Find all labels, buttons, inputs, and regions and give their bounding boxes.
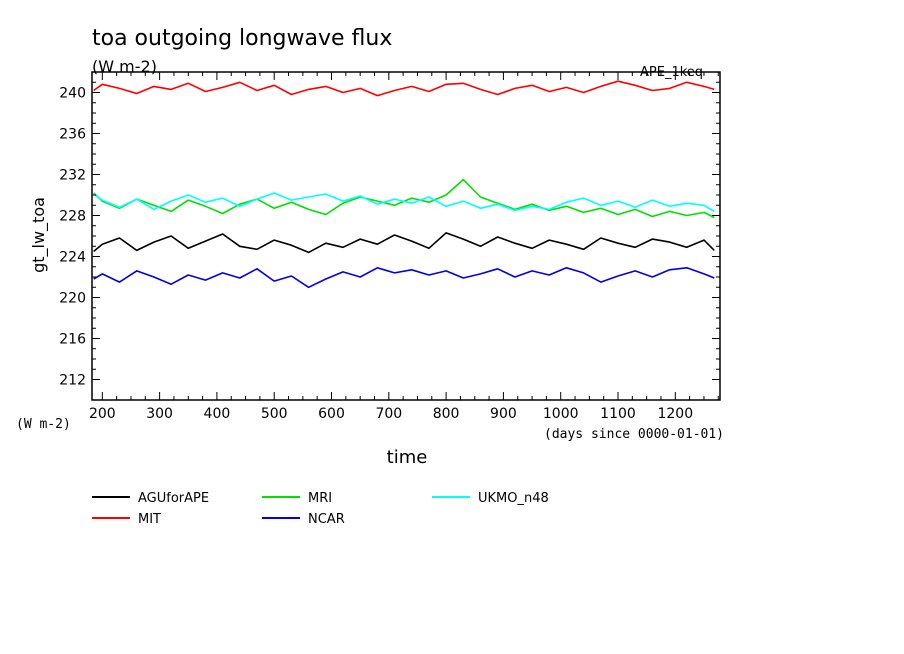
legend-label: MRI [308,491,332,506]
y-tick-label: 232 [59,168,86,184]
annotation-label: APE_1keq [640,65,703,80]
y-tick-label: 212 [59,373,86,389]
series-line-2 [93,178,715,219]
series-line-0 [93,232,715,254]
y-tick-label: 240 [59,86,86,102]
series-line-4 [93,192,715,213]
y-axis-units: (W m-2) [16,417,71,432]
y-tick-label: 216 [59,332,86,348]
legend-label: AGUforAPE [138,491,209,506]
x-tick-label: 800 [433,406,460,422]
x-tick-label: 900 [490,406,517,422]
legend-label: NCAR [308,512,345,527]
y-axis: 212 216 220 224 228 232 236 240 [59,71,720,389]
y-tick-label: 228 [59,209,86,225]
y-tick-label: 220 [59,291,86,307]
legend: AGUforAPE MIT MRI NCAR UKMO_n48 [92,491,549,527]
x-tick-label: 500 [261,406,288,422]
x-tick-label: 1100 [600,406,636,422]
x-tick-label: 300 [146,406,173,422]
y-axis-label: gt_lw_toa [29,197,49,273]
x-tick-label: 400 [204,406,231,422]
x-tick-label: 600 [318,406,345,422]
y-tick-label: 236 [59,127,86,143]
y-tick-label: 224 [59,250,86,266]
chart-subtitle: (W m-2) [92,57,157,76]
x-tick-label: 1000 [543,406,579,422]
series-line-3 [93,267,715,289]
legend-label: UKMO_n48 [478,491,549,506]
chart-title: toa outgoing longwave flux [92,26,392,51]
x-tick-label: 1200 [657,406,693,422]
x-axis-units: (days since 0000-01-01) [544,427,724,442]
plot-area [93,80,715,289]
legend-label: MIT [138,512,161,527]
x-axis-label: time [387,447,428,468]
plot-frame [91,71,721,401]
x-tick-label: 700 [375,406,402,422]
x-axis: 200 300 400 500 600 700 800 900 1000 1100 1200 [89,72,719,422]
x-tick-label: 200 [89,406,116,422]
series-line-1 [93,80,715,97]
